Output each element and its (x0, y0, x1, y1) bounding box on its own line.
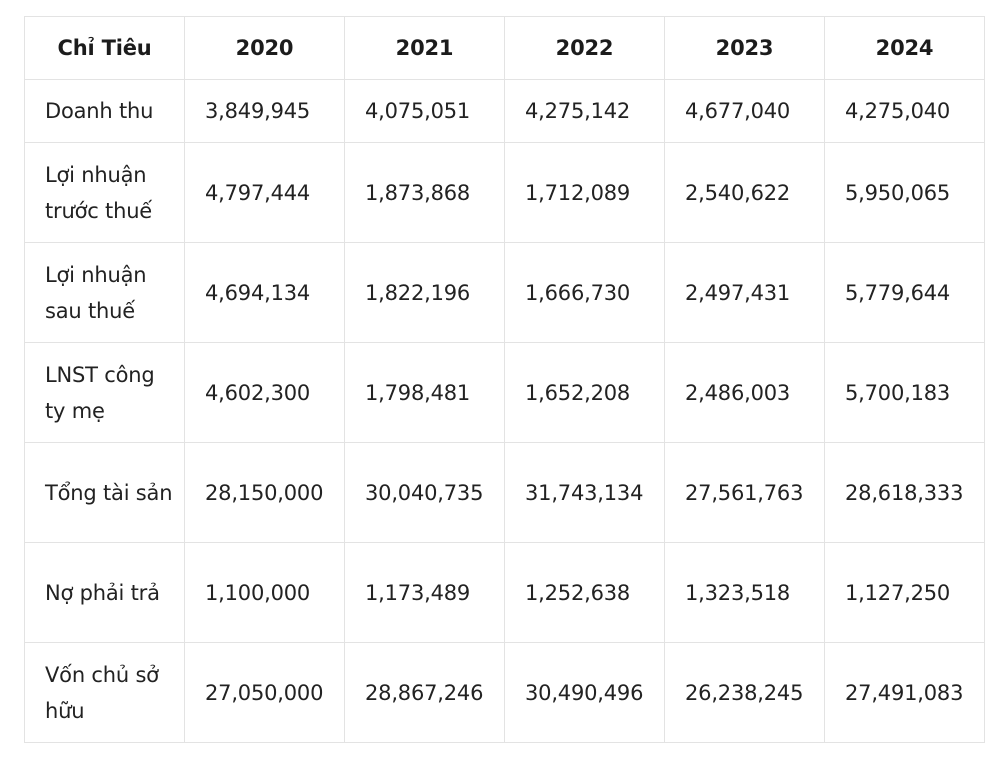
financial-table-container: Chỉ Tiêu 2020 2021 2022 2023 2024 Doanh … (24, 16, 985, 743)
table-cell: 4,694,134 (184, 242, 345, 343)
financial-table: Chỉ Tiêu 2020 2021 2022 2023 2024 Doanh … (24, 16, 985, 743)
header-year-2020: 2020 (184, 16, 345, 80)
row-label: Lợi nhuận trước thuế (24, 142, 185, 243)
table-cell: 28,867,246 (344, 642, 505, 743)
table-cell: 31,743,134 (504, 442, 665, 543)
table-row: Vốn chủ sở hữu 27,050,000 28,867,246 30,… (24, 642, 985, 743)
table-cell: 1,100,000 (184, 542, 345, 643)
table-cell: 3,849,945 (184, 79, 345, 143)
table-cell: 4,275,040 (824, 79, 985, 143)
table-cell: 1,652,208 (504, 342, 665, 443)
header-year-2023: 2023 (664, 16, 825, 80)
header-year-2021: 2021 (344, 16, 505, 80)
header-indicator: Chỉ Tiêu (24, 16, 185, 80)
row-label: Tổng tài sản (24, 442, 185, 543)
table-cell: 4,677,040 (664, 79, 825, 143)
row-label: Nợ phải trả (24, 542, 185, 643)
table-cell: 1,127,250 (824, 542, 985, 643)
table-cell: 2,540,622 (664, 142, 825, 243)
table-cell: 30,040,735 (344, 442, 505, 543)
table-cell: 1,798,481 (344, 342, 505, 443)
table-cell: 1,822,196 (344, 242, 505, 343)
row-label: Lợi nhuận sau thuế (24, 242, 185, 343)
table-cell: 4,797,444 (184, 142, 345, 243)
row-label: Doanh thu (24, 79, 185, 143)
table-row: Lợi nhuận trước thuế 4,797,444 1,873,868… (24, 142, 985, 243)
table-row: Doanh thu 3,849,945 4,075,051 4,275,142 … (24, 79, 985, 143)
table-cell: 1,666,730 (504, 242, 665, 343)
table-cell: 27,050,000 (184, 642, 345, 743)
table-row: LNST công ty mẹ 4,602,300 1,798,481 1,65… (24, 342, 985, 443)
table-cell: 1,712,089 (504, 142, 665, 243)
table-cell: 4,075,051 (344, 79, 505, 143)
row-label: Vốn chủ sở hữu (24, 642, 185, 743)
header-row: Chỉ Tiêu 2020 2021 2022 2023 2024 (24, 16, 985, 80)
table-cell: 1,173,489 (344, 542, 505, 643)
table-cell: 26,238,245 (664, 642, 825, 743)
table-cell: 1,323,518 (664, 542, 825, 643)
table-cell: 5,700,183 (824, 342, 985, 443)
table-cell: 1,252,638 (504, 542, 665, 643)
header-year-2022: 2022 (504, 16, 665, 80)
table-cell: 2,497,431 (664, 242, 825, 343)
table-cell: 27,491,083 (824, 642, 985, 743)
row-label: LNST công ty mẹ (24, 342, 185, 443)
table-cell: 5,950,065 (824, 142, 985, 243)
table-cell: 2,486,003 (664, 342, 825, 443)
table-cell: 5,779,644 (824, 242, 985, 343)
table-cell: 4,602,300 (184, 342, 345, 443)
table-cell: 1,873,868 (344, 142, 505, 243)
table-cell: 30,490,496 (504, 642, 665, 743)
table-row: Nợ phải trả 1,100,000 1,173,489 1,252,63… (24, 542, 985, 643)
table-cell: 28,618,333 (824, 442, 985, 543)
table-cell: 27,561,763 (664, 442, 825, 543)
table-row: Lợi nhuận sau thuế 4,694,134 1,822,196 1… (24, 242, 985, 343)
header-year-2024: 2024 (824, 16, 985, 80)
table-cell: 4,275,142 (504, 79, 665, 143)
table-row: Tổng tài sản 28,150,000 30,040,735 31,74… (24, 442, 985, 543)
table-cell: 28,150,000 (184, 442, 345, 543)
